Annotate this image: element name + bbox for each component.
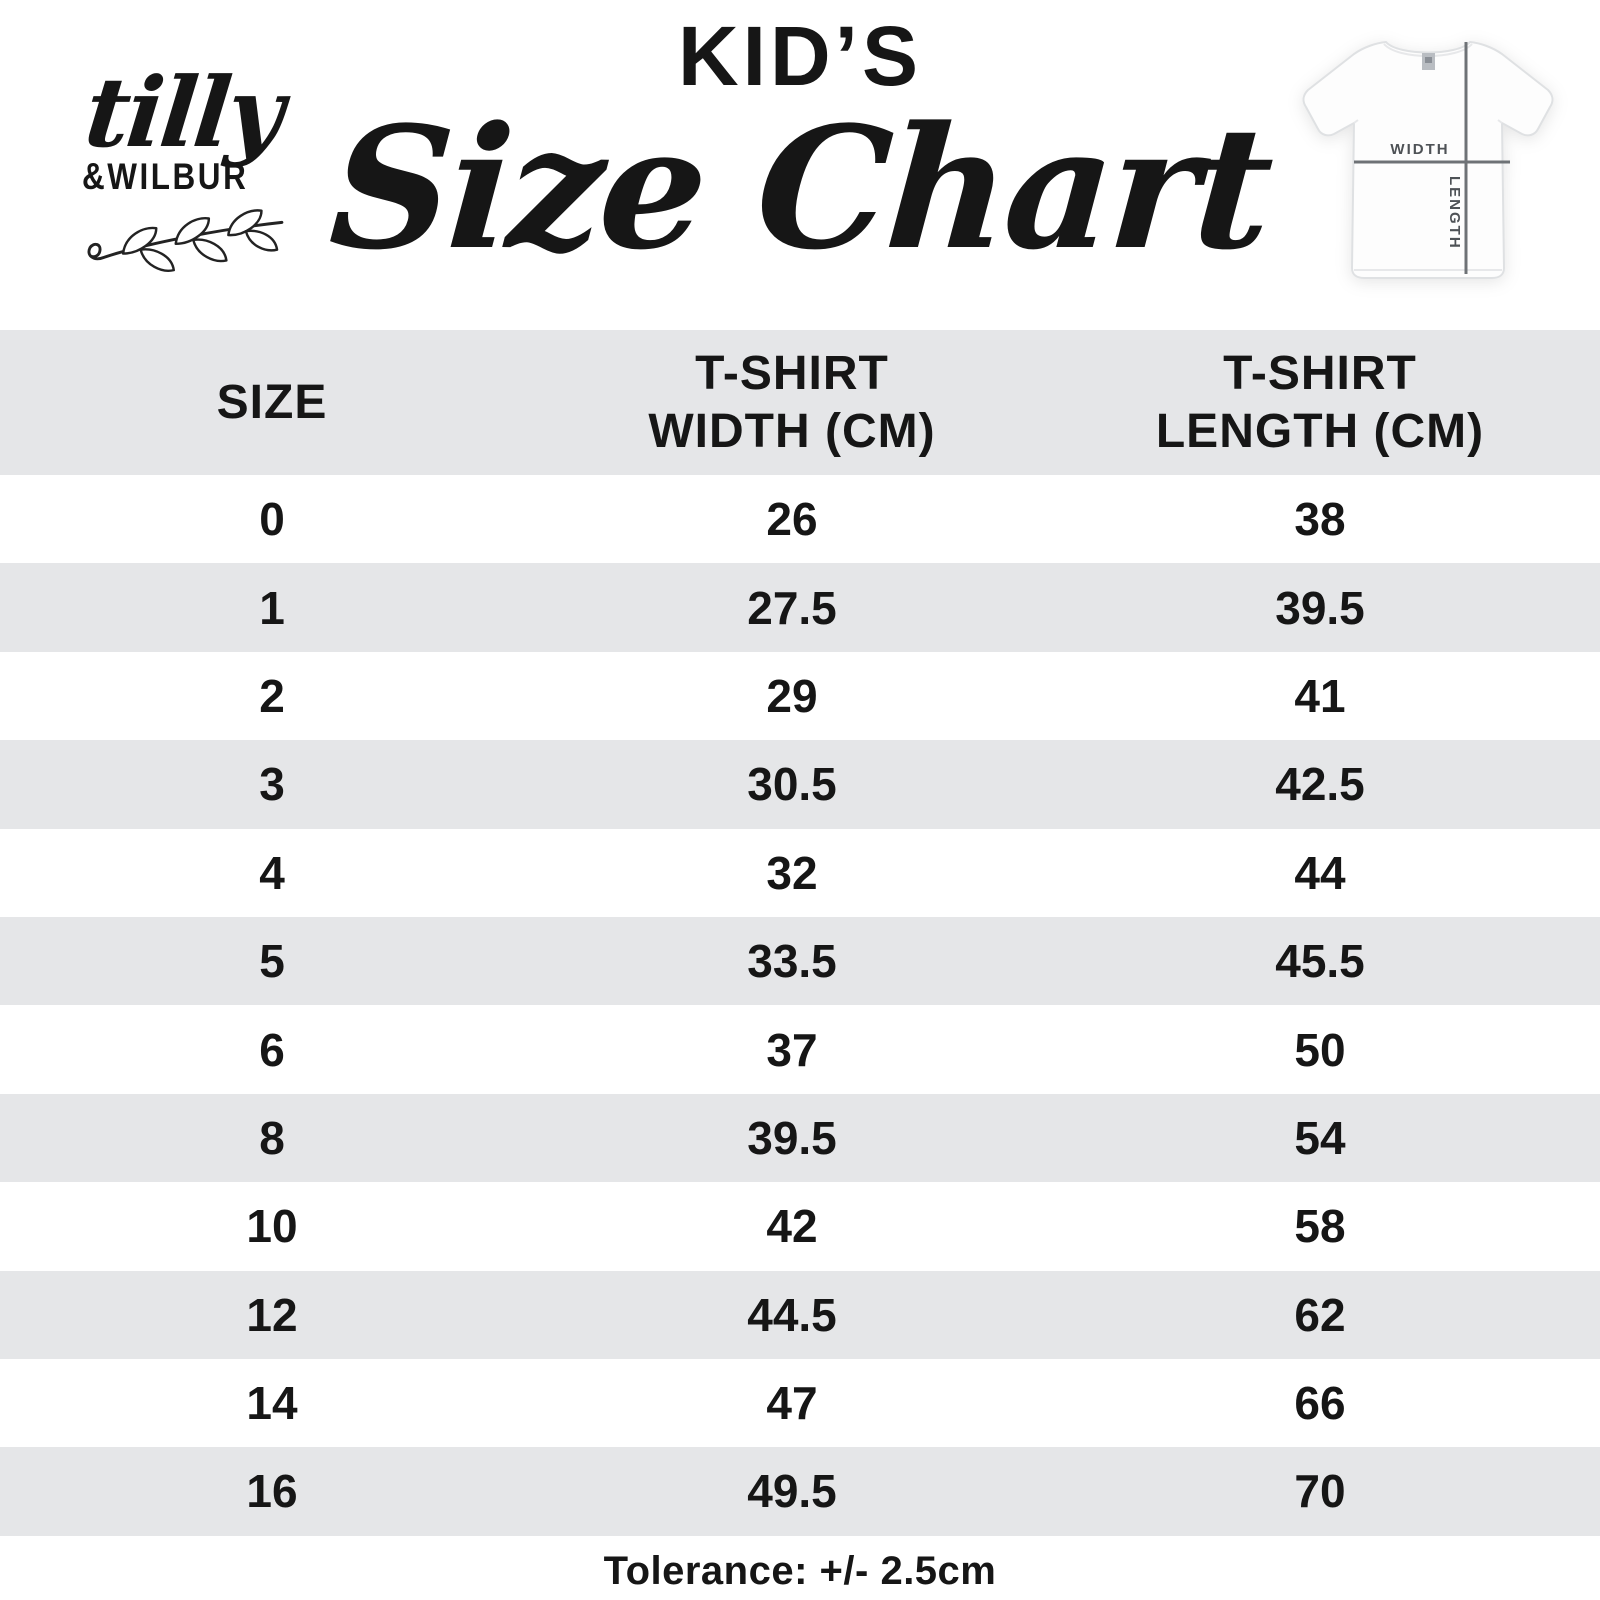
table-row: 6 37 50 (0, 1005, 1600, 1093)
size-cell: 14 (246, 1377, 298, 1430)
table-row: 4 32 44 (0, 829, 1600, 917)
length-cell: 62 (1294, 1288, 1346, 1341)
size-cell: 16 (246, 1465, 298, 1518)
chart-kicker: KID’S (677, 9, 923, 103)
width-cell: 29 (766, 669, 818, 722)
column-header-width: T-SHIRT WIDTH (CM) (648, 346, 936, 458)
width-cell: 47 (766, 1377, 818, 1430)
size-cell: 6 (259, 1023, 285, 1076)
table-row: 3 30.5 42.5 (0, 740, 1600, 829)
table-row: 8 39.5 54 (0, 1093, 1600, 1183)
length-cell: 58 (1294, 1200, 1346, 1253)
width-cell: 42 (766, 1200, 818, 1253)
laurel-branch-icon (87, 209, 284, 273)
table-row: 16 49.5 70 (0, 1447, 1600, 1536)
size-cell: 0 (259, 493, 285, 546)
length-cell: 41 (1294, 669, 1346, 722)
table-row: 2 29 41 (0, 652, 1600, 740)
table-row: 5 33.5 45.5 (0, 916, 1600, 1006)
table-header-row: SIZE T-SHIRT WIDTH (CM) T-SHIRT LENGTH (… (0, 330, 1600, 475)
length-cell: 42.5 (1275, 758, 1365, 811)
size-cell: 3 (259, 758, 285, 811)
tolerance-note: Tolerance: +/- 2.5cm (603, 1548, 997, 1593)
width-cell: 49.5 (747, 1465, 837, 1518)
table-row: 12 44.5 62 (0, 1270, 1600, 1359)
length-cell: 54 (1294, 1111, 1346, 1164)
brand-logo: tilly &WILBUR (80, 56, 370, 275)
header: tilly &WILBUR KID’S Size Chart WIDT (0, 0, 1600, 330)
size-cell: 12 (246, 1288, 298, 1341)
column-header-size: SIZE (216, 375, 328, 429)
size-cell: 4 (259, 846, 285, 899)
column-header-length: T-SHIRT LENGTH (CM) (1155, 346, 1485, 458)
length-cell: 50 (1294, 1023, 1346, 1076)
width-cell: 26 (766, 493, 818, 546)
size-cell: 2 (259, 669, 285, 722)
tshirt-measurement-diagram: WIDTH LENGTH (1302, 41, 1554, 279)
width-cell: 39.5 (747, 1111, 837, 1164)
width-cell: 33.5 (747, 935, 837, 988)
length-cell: 44 (1294, 846, 1346, 899)
length-cell: 39.5 (1275, 581, 1365, 634)
width-cell: 27.5 (747, 581, 837, 634)
table-row: 0 26 38 (0, 475, 1600, 563)
length-cell: 45.5 (1275, 935, 1365, 988)
width-label: WIDTH (1390, 141, 1449, 158)
size-cell: 5 (259, 935, 285, 988)
length-label: LENGTH (1446, 176, 1463, 250)
width-cell: 30.5 (747, 758, 837, 811)
length-cell: 70 (1294, 1465, 1346, 1518)
size-cell: 10 (246, 1200, 298, 1253)
size-table: SIZE T-SHIRT WIDTH (CM) T-SHIRT LENGTH (… (0, 330, 1600, 1594)
size-cell: 8 (259, 1111, 285, 1164)
width-cell: 37 (766, 1023, 818, 1076)
length-cell: 66 (1294, 1377, 1346, 1430)
width-cell: 32 (766, 846, 818, 899)
length-cell: 38 (1294, 493, 1346, 546)
size-cell: 1 (259, 581, 285, 634)
brand-name-caps: &WILBUR (82, 156, 249, 198)
table-row: 10 42 58 (0, 1182, 1600, 1270)
table-row: 1 27.5 39.5 (0, 563, 1600, 652)
table-row: 14 47 66 (0, 1359, 1600, 1447)
width-cell: 44.5 (747, 1288, 837, 1341)
